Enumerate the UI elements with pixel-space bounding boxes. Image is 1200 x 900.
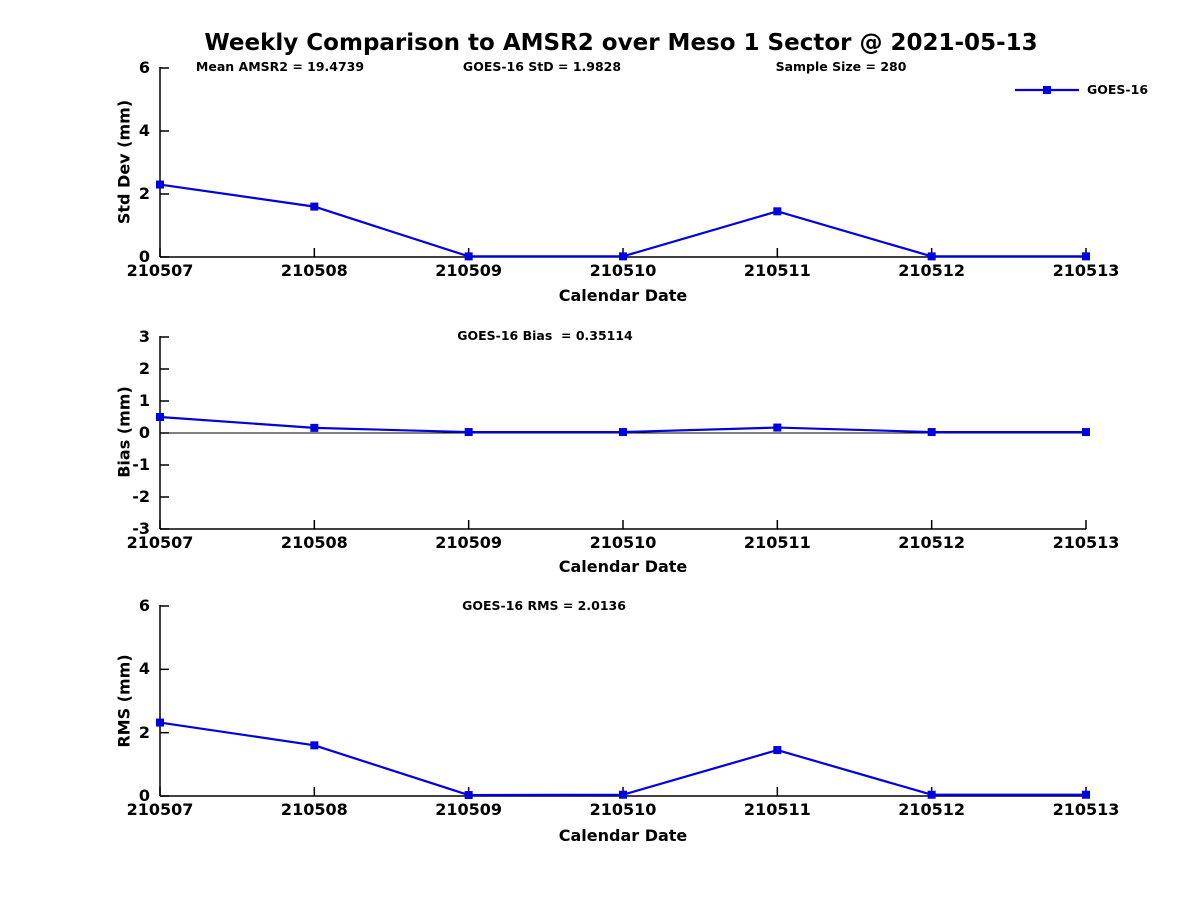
data-marker [773,423,782,432]
data-marker [156,180,164,189]
data-marker [927,428,936,437]
data-marker [773,746,782,755]
data-marker [927,252,936,261]
data-marker [1082,252,1090,261]
data-marker [1082,428,1090,437]
data-marker [1082,790,1090,799]
data-marker [619,428,627,437]
data-line [159,183,1086,258]
data-marker [156,718,164,727]
data-marker [619,790,627,799]
data-marker [310,423,319,432]
data-marker [156,413,164,421]
data-marker [464,428,473,437]
data-line [159,721,1086,797]
data-marker [773,207,782,216]
data-marker [310,202,319,211]
data-marker [464,252,473,261]
data-marker [619,252,627,261]
data-marker [310,741,319,750]
data-marker [464,791,473,800]
data-marker [927,790,936,799]
